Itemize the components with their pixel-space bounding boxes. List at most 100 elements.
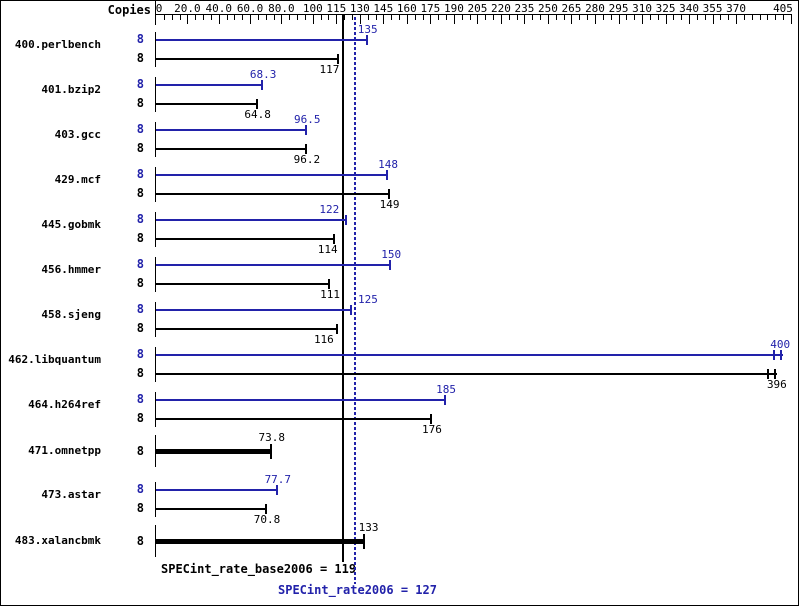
axis-minor-tick: [767, 15, 768, 20]
axis-minor-tick: [234, 15, 235, 20]
axis-major-tick: [548, 15, 549, 24]
axis-minor-tick: [611, 15, 612, 20]
axis-tick-label: 250: [538, 2, 558, 15]
axis-minor-tick: [195, 15, 196, 20]
peak-bar: [156, 129, 307, 131]
bar-end-tick: [444, 395, 446, 405]
bar-value-label: 70.8: [253, 513, 281, 526]
copies-value: 8: [136, 51, 144, 65]
bar-end-tick: [270, 444, 272, 459]
axis-major-tick: [407, 15, 408, 24]
copies-value: 8: [136, 534, 144, 548]
axis-minor-tick: [517, 15, 518, 20]
axis-minor-tick: [328, 15, 329, 20]
bar-end-tick: [265, 504, 267, 514]
bar-value-label: 400: [770, 338, 791, 351]
axis-minor-tick: [352, 15, 353, 20]
benchmark-label: 456.hmmer: [41, 263, 101, 276]
bar-end-tick: [363, 534, 365, 549]
bar-end-tick: [389, 260, 391, 270]
group-axis-bracket: [155, 122, 156, 157]
axis-tick-label: 175: [420, 2, 441, 15]
axis-minor-tick: [564, 15, 565, 20]
reference-line-label-base: SPECint_rate_base2006 = 119: [161, 562, 357, 576]
bar-end-tick: [256, 99, 258, 109]
axis-minor-tick: [744, 15, 745, 20]
bar-end-tick: [388, 189, 390, 199]
benchmark-label: 462.libquantum: [8, 353, 101, 366]
copies-value: 8: [136, 347, 144, 361]
peak-bar: [156, 354, 783, 356]
copies-value: 8: [136, 501, 144, 515]
base-bar: [156, 328, 338, 330]
axis-minor-tick: [321, 15, 322, 20]
bar-end-tick: [366, 35, 368, 45]
axis-tick-label: 220: [491, 2, 511, 15]
axis-tick-label: 130: [349, 2, 370, 15]
axis-minor-tick: [297, 15, 298, 20]
base-bar: [156, 283, 330, 285]
bar-value-label: 116: [313, 333, 334, 346]
peak-bar: [156, 219, 347, 221]
axis-minor-tick: [274, 15, 275, 20]
benchmark-label: 458.sjeng: [41, 308, 101, 321]
axis-major-tick: [713, 15, 714, 24]
axis-tick-label: 310: [632, 2, 652, 15]
axis-tick-label: 100: [302, 2, 323, 15]
axis-major-tick: [595, 15, 596, 24]
copies-value: 8: [136, 32, 144, 46]
axis-tick-label: 280: [585, 2, 605, 15]
axis-major-tick: [619, 15, 620, 24]
merged-base-peak-bar: [156, 449, 272, 454]
bar-end-tick: [336, 324, 338, 334]
bar-value-label: 122: [319, 203, 340, 216]
peak-bar: [156, 84, 263, 86]
axis-tick-label: 20.0: [174, 2, 201, 15]
bar-end-tick: [276, 485, 278, 495]
bar-value-label: 185: [436, 383, 456, 396]
axis-minor-tick: [344, 15, 345, 20]
bar-value-label: 114: [317, 243, 338, 256]
group-axis-bracket: [155, 525, 156, 557]
copies-value: 8: [136, 167, 144, 181]
axis-left-boundary: [155, 1, 156, 25]
axis-minor-tick: [681, 15, 682, 20]
copies-value: 8: [136, 482, 144, 496]
bar-end-tick: [328, 279, 330, 289]
bar-value-label: 125: [358, 293, 378, 306]
benchmark-label: 471.omnetpp: [28, 444, 101, 457]
reference-line-base: [342, 15, 344, 562]
axis-minor-tick: [752, 15, 753, 20]
copies-value: 8: [136, 411, 144, 425]
bar-end-tick: [345, 215, 347, 225]
axis-minor-tick: [227, 15, 228, 20]
axis-minor-tick: [634, 15, 635, 20]
bar-end-tick: [305, 144, 307, 154]
axis-minor-tick: [485, 15, 486, 20]
axis-minor-tick: [626, 15, 627, 20]
base-bar: [156, 418, 432, 420]
bar-value-label: 149: [379, 198, 400, 211]
bar-value-label: 77.7: [264, 473, 292, 486]
axis-major-tick: [666, 15, 667, 24]
copies-value: 8: [136, 444, 144, 458]
axis-minor-tick: [446, 15, 447, 20]
bar-value-label: 96.5: [294, 113, 321, 126]
axis-minor-tick: [423, 15, 424, 20]
axis-minor-tick: [470, 15, 471, 20]
axis-minor-tick: [579, 15, 580, 20]
axis-line: [155, 14, 792, 15]
copies-value: 8: [136, 77, 144, 91]
axis-minor-tick: [493, 15, 494, 20]
base-bar: [156, 148, 307, 150]
bar-value-label: 73.8: [258, 431, 285, 444]
group-axis-bracket: [155, 32, 156, 67]
base-bar: [156, 508, 267, 510]
axis-minor-tick: [242, 15, 243, 20]
axis-tick-label: 160: [396, 2, 417, 15]
axis-major-tick: [689, 15, 690, 24]
benchmark-label: 473.astar: [41, 488, 101, 501]
axis-minor-tick: [532, 15, 533, 20]
peak-bar: [156, 309, 352, 311]
axis-major-tick: [250, 15, 251, 24]
